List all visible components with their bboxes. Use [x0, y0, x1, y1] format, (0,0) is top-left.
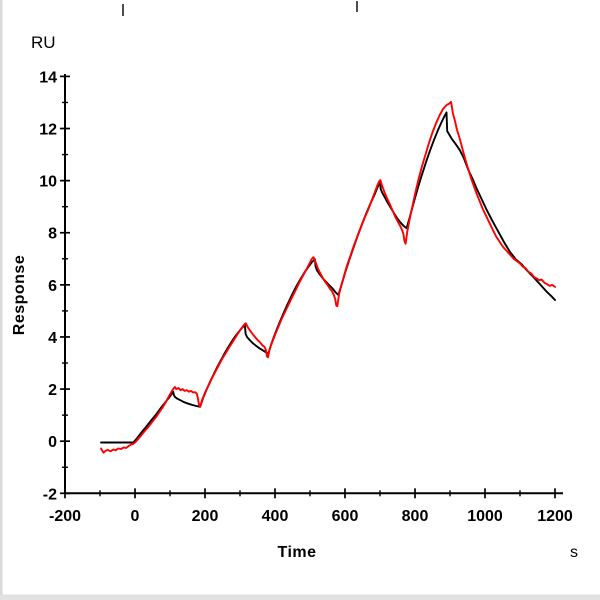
y-tick-label: 0: [48, 434, 57, 451]
x-tick-label: 400: [262, 508, 289, 525]
y-tick-label: 2: [48, 382, 57, 399]
x-tick-label: 1200: [537, 508, 573, 525]
y-axis-title: Response: [11, 255, 28, 335]
x-tick-label: 200: [192, 508, 219, 525]
y-tick-label: 14: [39, 69, 57, 86]
series-fit-line: [100, 111, 556, 444]
series-layer: [100, 100, 556, 454]
left-edge-strip: [0, 0, 3, 600]
y-tick-label: 12: [39, 122, 57, 139]
x-tick-label: 1000: [467, 508, 503, 525]
y-tick-label: -2: [43, 486, 57, 503]
x-tick-label: -200: [49, 508, 81, 525]
y-tick-label: 10: [39, 174, 57, 191]
y-tick-label: 8: [48, 226, 57, 243]
y-tick-label: 4: [48, 330, 57, 347]
axes-layer: -200 0 200 400 600 800 1000 1200 -2 0 2 4 6 8 10 12 14: [39, 69, 573, 525]
x-tick-label: 800: [402, 508, 429, 525]
bottom-edge-strip: [0, 594, 600, 600]
series-response-data-line: [100, 100, 556, 454]
x-tick-label: 600: [332, 508, 359, 525]
y-tick-label: 6: [48, 278, 57, 295]
x-axis-title: Time: [277, 544, 316, 561]
x-unit-label: s: [570, 544, 578, 561]
x-tick-label: 0: [131, 508, 140, 525]
y-unit-label: RU: [31, 33, 56, 52]
